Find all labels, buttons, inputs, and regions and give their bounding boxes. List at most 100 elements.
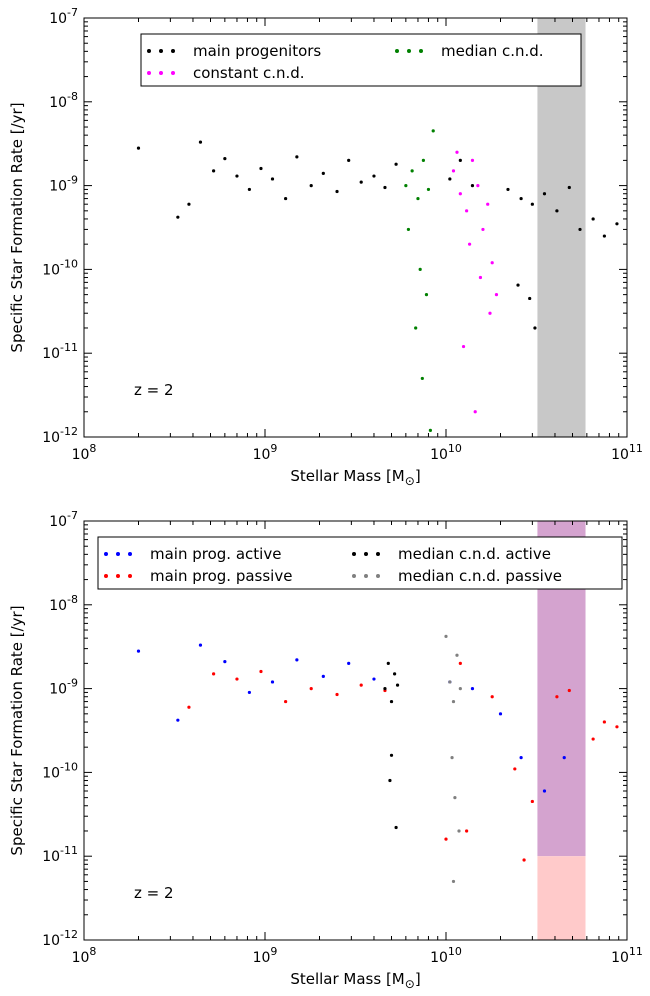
- bottom-point-0-14: [542, 789, 547, 793]
- bottom-point-2-4: [395, 683, 400, 687]
- bottom-point-0-8: [347, 661, 351, 665]
- bottom-point-0-13: [519, 756, 523, 760]
- top-point-0-26: [542, 192, 547, 196]
- top-point-0-3: [198, 140, 203, 144]
- bottom-point-1-18: [444, 837, 448, 841]
- bottom-point-1-14: [567, 688, 571, 693]
- top-redshift-annotation: z = 2: [134, 381, 174, 399]
- top-series-1: [451, 150, 499, 414]
- top-legend-marker-0-2: [171, 49, 175, 53]
- bottom-point-1-16: [602, 720, 606, 724]
- top-legend-marker-1-2: [171, 71, 175, 75]
- top-y-tick-label-0: 10-12: [42, 425, 78, 446]
- top-point-1-8: [494, 293, 499, 297]
- top-point-0-33: [528, 296, 532, 301]
- bottom-x-tick-label-2: 1010: [430, 945, 462, 966]
- bottom-panel: 108 109 1010 1011 10-12 10-11 10-10 10-9 10-8 10-…: [8, 509, 643, 991]
- top-point-0-1: [176, 215, 180, 219]
- top-x-axis-label: Stellar Mass [M⊙]: [290, 467, 420, 488]
- top-y-tick-label-4: 10-8: [49, 90, 78, 111]
- top-point-2-7: [418, 267, 422, 271]
- top-point-2-6: [406, 227, 411, 232]
- top-point-0-7: [247, 187, 251, 192]
- top-x-tick-label-3: 1011: [611, 442, 643, 463]
- top-legend-marker-2-2: [419, 49, 423, 53]
- top-point-0-30: [591, 217, 595, 221]
- bottom-legend-label-0: main prog. active: [150, 545, 281, 563]
- bottom-point-3-3: [455, 653, 459, 657]
- top-point-0-31: [602, 234, 606, 238]
- bottom-point-0-2: [198, 643, 203, 647]
- bottom-point-0-0: [136, 649, 141, 653]
- bottom-point-1-1: [212, 672, 216, 676]
- bottom-point-2-2: [389, 699, 394, 704]
- top-point-2-5: [431, 129, 435, 133]
- bottom-legend-marker-0-2: [128, 552, 132, 556]
- top-legend-label-0: main progenitors: [193, 42, 321, 60]
- bottom-series-1: [187, 661, 619, 862]
- bottom-point-2-1: [386, 661, 390, 665]
- top-point-2-2: [416, 196, 420, 201]
- bottom-point-3-2: [451, 699, 456, 704]
- bottom-legend-label-3: median c.n.d. passive: [398, 567, 562, 585]
- top-legend-box: [140, 33, 582, 87]
- top-point-1-7: [490, 261, 494, 265]
- bottom-point-1-4: [284, 699, 288, 704]
- top-point-0-13: [321, 171, 325, 175]
- bottom-point-0-5: [270, 680, 275, 684]
- bottom-point-1-5: [309, 687, 313, 691]
- top-point-0-27: [555, 209, 559, 213]
- bottom-point-1-17: [615, 725, 619, 729]
- top-point-0-9: [270, 177, 275, 181]
- top-point-1-1: [458, 192, 462, 196]
- top-point-0-2: [187, 202, 191, 206]
- top-point-0-4: [212, 169, 216, 173]
- top-point-0-29: [578, 227, 582, 232]
- bottom-point-3-5: [450, 756, 454, 760]
- bottom-point-0-9: [372, 677, 376, 681]
- bottom-point-0-11: [470, 687, 475, 691]
- top-point-0-10: [284, 196, 288, 201]
- top-point-2-11: [428, 428, 432, 432]
- bottom-point-1-3: [259, 669, 263, 674]
- top-y-tick-label-5: 10-7: [49, 6, 78, 27]
- top-point-1-9: [455, 150, 459, 154]
- top-point-1-2: [465, 209, 469, 213]
- top-point-1-10: [467, 242, 472, 246]
- top-point-2-3: [421, 158, 425, 162]
- bottom-point-1-15: [591, 737, 595, 741]
- bottom-point-2-7: [388, 778, 392, 783]
- top-point-0-34: [533, 326, 537, 330]
- top-legend-marker-2-1: [407, 49, 411, 53]
- top-point-2-10: [420, 376, 424, 381]
- top-point-1-0: [451, 169, 456, 173]
- top-point-0-25: [530, 202, 534, 206]
- bottom-point-0-12: [498, 712, 503, 716]
- top-legend: main progenitors constant c.n.d. median c.…: [140, 33, 582, 87]
- top-point-0-18: [383, 185, 387, 190]
- bottom-point-2-3: [393, 672, 397, 676]
- bottom-legend-marker-1-0: [104, 574, 108, 578]
- top-point-1-12: [488, 311, 492, 315]
- bottom-series-3: [444, 634, 462, 884]
- top-plot-frame: [83, 17, 628, 438]
- bottom-point-1-10: [490, 695, 494, 699]
- top-point-0-20: [448, 177, 452, 181]
- bottom-y-tick-label-1: 10-11: [42, 844, 78, 865]
- bottom-legend: main prog. active main prog. passive media…: [97, 536, 623, 590]
- top-point-0-15: [347, 158, 351, 162]
- top-legend-label-1: constant c.n.d.: [193, 64, 305, 82]
- bottom-legend-label-1: main prog. passive: [150, 567, 292, 585]
- top-point-1-5: [481, 227, 485, 232]
- top-point-0-22: [470, 184, 475, 188]
- top-panel: 108 109 1010 1011 10-12 10-11 10-10 10-9 10-8 10-…: [8, 6, 643, 488]
- bottom-point-1-6: [335, 692, 339, 697]
- bottom-point-1-2: [235, 677, 239, 681]
- top-legend-label-2: median c.n.d.: [441, 42, 544, 60]
- bottom-point-2-6: [394, 825, 398, 830]
- top-series-2: [404, 129, 435, 432]
- bottom-legend-marker-1-2: [128, 574, 132, 578]
- top-point-1-3: [470, 158, 475, 162]
- bottom-point-1-20: [522, 858, 526, 862]
